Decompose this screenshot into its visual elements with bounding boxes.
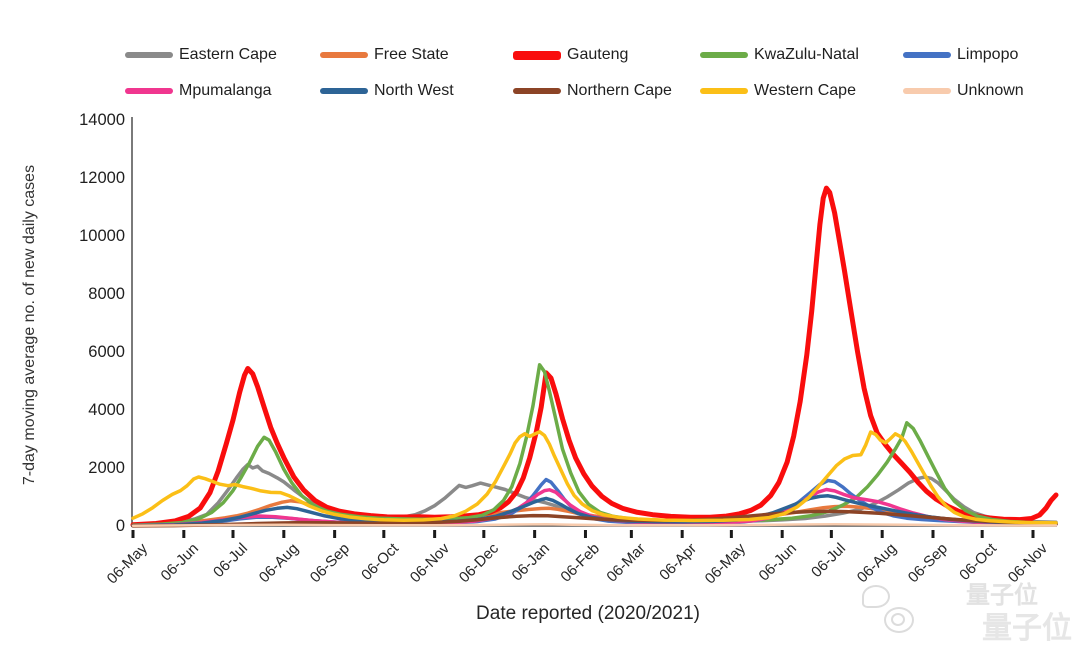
legend-item-kwazulu-natal: KwaZulu-Natal xyxy=(700,44,859,66)
legend-item-north-west: North West xyxy=(320,80,454,102)
x-tick xyxy=(182,530,186,538)
legend-label-northern-cape: Northern Cape xyxy=(567,82,672,99)
legend-label-mpumalanga: Mpumalanga xyxy=(179,82,272,99)
legend-label-eastern-cape: Eastern Cape xyxy=(179,46,277,63)
x-tick xyxy=(533,530,537,538)
legend-item-eastern-cape: Eastern Cape xyxy=(125,44,277,66)
legend-label-gauteng: Gauteng xyxy=(567,46,629,63)
legend-item-mpumalanga: Mpumalanga xyxy=(125,80,272,102)
series-line-western-cape xyxy=(131,430,1058,525)
legend-item-gauteng: Gauteng xyxy=(513,44,628,66)
x-tick xyxy=(729,530,733,538)
y-tick-label: 12000 xyxy=(79,169,125,187)
legend-label-free-state: Free State xyxy=(374,46,449,63)
x-tick xyxy=(433,530,437,538)
legend-label-kwazulu-natal: KwaZulu-Natal xyxy=(754,46,859,63)
y-tick-label: 10000 xyxy=(79,227,125,245)
series-line-northern-cape xyxy=(131,509,1058,528)
legend-swatch-western-cape xyxy=(700,88,748,94)
x-tick xyxy=(282,530,286,538)
legend-item-free-state: Free State xyxy=(320,44,449,66)
x-axis-title: Date reported (2020/2021) xyxy=(476,603,700,624)
legend-item-western-cape: Western Cape xyxy=(700,80,856,102)
legend-swatch-limpopo xyxy=(903,52,951,58)
y-tick-label: 2000 xyxy=(88,459,125,477)
legend-item-northern-cape: Northern Cape xyxy=(513,80,672,102)
legend-swatch-unknown xyxy=(903,88,951,94)
legend-swatch-gauteng xyxy=(513,50,561,60)
y-tick-label: 4000 xyxy=(88,401,125,419)
x-tick xyxy=(629,530,633,538)
y-tick-label: 0 xyxy=(115,517,125,535)
series-line-north-west xyxy=(131,494,1058,528)
legend-label-north-west: North West xyxy=(374,82,454,99)
x-tick xyxy=(780,530,784,538)
legend-item-unknown: Unknown xyxy=(903,80,1024,102)
series-line-kwazulu-natal xyxy=(131,363,1058,528)
series-line-unknown xyxy=(131,522,1058,527)
x-tick xyxy=(680,530,684,538)
x-tick xyxy=(482,530,486,538)
legend-label-unknown: Unknown xyxy=(957,82,1024,99)
x-tick xyxy=(880,530,884,538)
legend-label-limpopo: Limpopo xyxy=(957,46,1019,63)
x-tick xyxy=(1031,530,1035,538)
legend-item-limpopo: Limpopo xyxy=(903,44,1018,66)
x-tick xyxy=(382,530,386,538)
legend-swatch-mpumalanga xyxy=(125,88,173,94)
x-tick xyxy=(980,530,984,538)
x-tick xyxy=(829,530,833,538)
legend-swatch-north-west xyxy=(320,88,368,94)
legend-label-western-cape: Western Cape xyxy=(754,82,856,99)
legend-swatch-kwazulu-natal xyxy=(700,52,748,58)
x-tick xyxy=(931,530,935,538)
y-axis-title: 7-day moving average no. of new daily ca… xyxy=(21,164,38,486)
legend-swatch-eastern-cape xyxy=(125,52,173,58)
legend-swatch-northern-cape xyxy=(513,88,561,94)
x-tick xyxy=(583,530,587,538)
y-tick-label: 8000 xyxy=(88,285,125,303)
x-tick xyxy=(231,530,235,538)
x-tick xyxy=(131,530,135,538)
y-tick-label: 6000 xyxy=(88,343,125,361)
x-tick xyxy=(333,530,337,538)
legend-swatch-free-state xyxy=(320,52,368,58)
y-tick-label: 14000 xyxy=(79,111,125,129)
